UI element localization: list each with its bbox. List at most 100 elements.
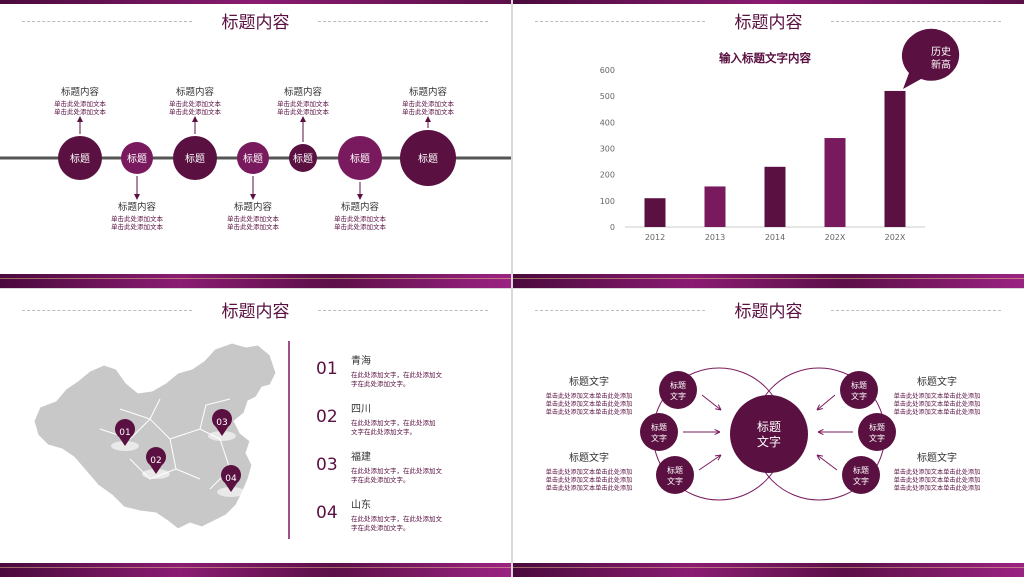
title-rule-right	[318, 21, 488, 22]
bar-4	[824, 138, 846, 227]
timeline-text-line: 单击此处添加文本	[334, 222, 387, 231]
timeline-node-6	[338, 136, 382, 180]
timeline-heading: 标题内容	[61, 86, 100, 98]
item-text-line: 在此处添加文字，在此处添加	[351, 418, 436, 427]
slide-map[interactable]: 标题内容 01 02 03 04 01 青海 在此处添加文字，在此处添加文 字在此处添加文字。…	[0, 289, 511, 577]
arrow-icon	[714, 454, 722, 461]
bottom-band	[0, 274, 511, 288]
timeline-node-3	[173, 136, 217, 180]
item-name: 山东	[351, 498, 371, 511]
timeline-diagram: 标题标题内容单击此处添加文本单击此处添加文本标题标题内容单击此处添加文本单击此处…	[0, 86, 511, 231]
top-band	[0, 0, 511, 4]
item-text-line: 文字在此处添加文字。	[351, 427, 416, 436]
satellite-label: 文字	[670, 391, 686, 401]
bar-3	[764, 166, 786, 227]
title-rule-left	[535, 310, 705, 311]
side-heading: 标题文字	[569, 451, 609, 464]
x-tick-label: 2013	[705, 233, 725, 242]
timeline-text-line: 单击此处添加文本	[402, 107, 455, 116]
arrow-down-icon	[357, 194, 363, 200]
map-pin-label: 03	[216, 418, 227, 428]
slide-circle-diagram[interactable]: 标题内容 标题 文字 标题 文字 标题 文字 标题 文字 标题 文字 标题 文字 标题 文字 标题文字 单击此…	[513, 289, 1024, 577]
connector-line	[816, 394, 836, 411]
side-text-line: 单击此处添加文本单击此处添加	[546, 468, 633, 476]
item-text-line: 字在此处添加文字。	[351, 379, 410, 388]
side-text-line: 单击此处添加文本单击此处添加	[894, 408, 981, 416]
center-label: 标题	[757, 420, 781, 434]
timeline-heading: 标题内容	[176, 86, 215, 98]
slide-bar-chart[interactable]: 标题内容 输入标题文字内容 0 100 200 300 400 500 600 2012 2013…	[513, 0, 1024, 288]
bar-5	[884, 90, 906, 227]
item-number: 03	[316, 455, 338, 475]
satellite-circle-1	[659, 371, 697, 409]
timeline-text-line: 单击此处添加文本	[54, 99, 107, 108]
callout-line: 新高	[931, 58, 951, 71]
timeline-node-label: 标题	[70, 153, 90, 165]
slide-timeline[interactable]: 标题内容 标题 标题内容 单击此处添加文本 单击此处添加文本 标题 标题内容 单击此处添加文…	[0, 0, 511, 288]
y-tick-label: 400	[600, 118, 615, 127]
connector-line	[816, 454, 838, 471]
side-text-line: 单击此处添加文本单击此处添加	[546, 476, 633, 484]
item-text-line: 字在此处添加文字。	[351, 475, 410, 484]
timeline-node-2	[121, 142, 153, 174]
side-text-line: 单击此处添加文本单击此处添加	[546, 400, 633, 408]
satellite-circle-6	[842, 456, 880, 494]
item-text-line: 在此处添加文字，在此处添加文	[351, 514, 443, 523]
speech-bubble-icon	[901, 28, 960, 89]
china-map-shape	[33, 342, 277, 530]
timeline-text-line: 单击此处添加文本	[54, 107, 107, 116]
timeline-node-label: 标题	[243, 153, 263, 165]
item-number: 01	[316, 359, 338, 379]
map-pin-icon	[146, 447, 166, 474]
side-text-line: 单击此处添加文本单击此处添加	[894, 400, 981, 408]
center-circle	[730, 395, 808, 473]
arrow-up-icon	[425, 116, 431, 122]
satellite-label: 文字	[851, 391, 867, 401]
satellite-circle-5	[858, 413, 896, 451]
arrow-up-icon	[192, 116, 198, 122]
y-tick-label: 100	[600, 197, 615, 206]
timeline-text-line: 单击此处添加文本	[277, 107, 330, 116]
timeline-text-line: 单击此处添加文本	[111, 214, 164, 223]
item-text-line: 在此处添加文字，在此处添加文	[351, 370, 443, 379]
x-tick-label: 2012	[645, 233, 665, 242]
y-tick-label: 0	[610, 223, 615, 232]
slide-title: 标题内容	[221, 302, 290, 322]
bar-2	[704, 186, 726, 227]
item-name: 四川	[351, 404, 371, 415]
timeline-heading: 标题内容	[341, 201, 380, 213]
satellite-label: 文字	[869, 433, 885, 443]
timeline-node-label: 标题	[350, 153, 370, 165]
map-pin-label: 02	[150, 456, 161, 466]
satellite-label: 文字	[853, 476, 869, 486]
timeline-text-line: 单击此处添加文本	[402, 99, 455, 108]
timeline-heading: 标题内容	[409, 86, 448, 98]
item-number: 02	[316, 407, 338, 427]
title-rule-right	[318, 310, 488, 311]
slide-title: 标题内容	[221, 13, 290, 33]
title-rule-left	[535, 21, 705, 22]
x-tick-label: 202X	[825, 233, 846, 242]
item-text-line: 在此处添加文字，在此处添加文	[351, 466, 443, 475]
callout-line: 历史	[931, 46, 951, 58]
timeline-node-label: 标题	[293, 153, 313, 165]
map-pin-icon	[115, 419, 135, 446]
side-heading: 标题文字	[917, 375, 957, 388]
map-pin-label: 04	[225, 474, 237, 484]
timeline-heading: 标题内容	[284, 86, 323, 98]
arrow-down-icon	[250, 194, 256, 200]
satellite-label: 标题	[853, 465, 869, 475]
satellite-circle-4	[840, 371, 878, 409]
map-pin-icon	[212, 409, 233, 436]
side-text-line: 单击此处添加文本单击此处添加	[546, 408, 633, 416]
timeline-node-7	[400, 130, 456, 186]
side-text-line: 单击此处添加文本单击此处添加	[894, 484, 981, 492]
satellite-label: 标题	[651, 422, 667, 432]
map-pin-icon	[221, 465, 241, 492]
item-number: 04	[316, 503, 338, 523]
timeline-text-line: 单击此处添加文本	[334, 214, 387, 223]
x-tick-label: 2014	[765, 233, 785, 242]
timeline-text-line: 单击此处添加文本	[277, 99, 330, 108]
timeline-node-label: 标题	[418, 153, 438, 165]
side-text-line: 单击此处添加文本单击此处添加	[894, 468, 981, 476]
